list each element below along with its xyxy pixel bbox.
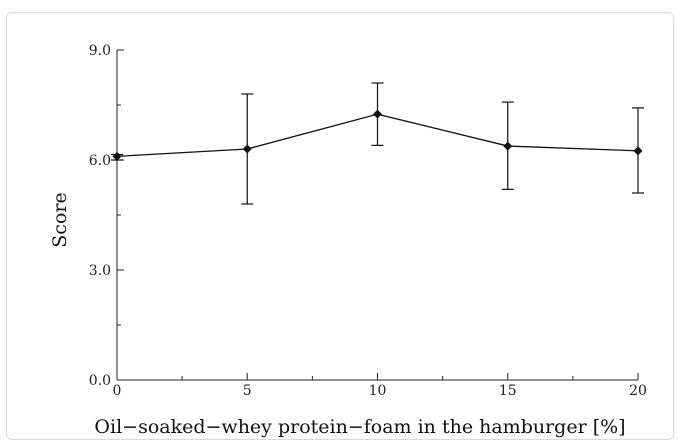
- y-tick-label: 0.0: [89, 373, 111, 389]
- y-tick-label: 9.0: [89, 43, 111, 59]
- y-tick-label: 3.0: [89, 263, 111, 279]
- data-point: [373, 109, 382, 119]
- y-axis-label: Score: [49, 192, 71, 247]
- data-point: [112, 151, 122, 161]
- data-point: [503, 141, 513, 151]
- ticks: 0.0 3.0 6.0 9.0 0 5 10 15 20: [89, 43, 647, 399]
- data-point: [242, 144, 252, 154]
- x-tick-label: 5: [243, 383, 252, 399]
- x-tick-label: 0: [113, 383, 122, 399]
- x-tick-label: 15: [499, 383, 517, 399]
- error-bars: [111, 82, 644, 205]
- x-tick-label: 20: [629, 383, 647, 399]
- y-tick-label: 6.0: [89, 153, 111, 169]
- data-point: [633, 146, 643, 156]
- x-axis-label: Oil−soaked−whey protein−foam in the hamb…: [94, 416, 625, 438]
- x-tick-label: 10: [369, 383, 387, 399]
- series: [112, 109, 643, 161]
